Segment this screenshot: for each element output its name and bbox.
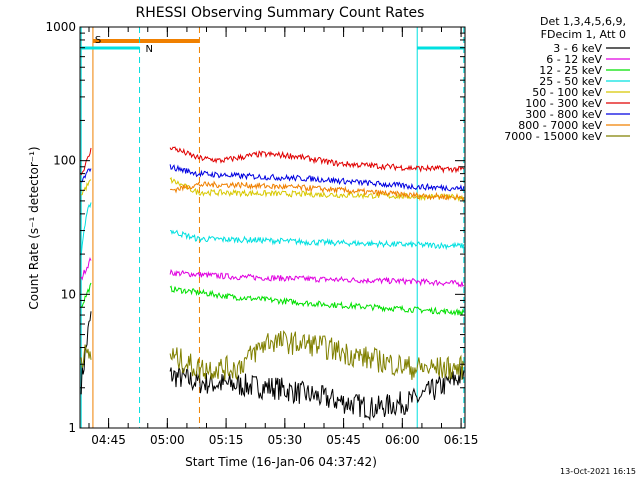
chart-title: RHESSI Observing Summary Count Rates xyxy=(136,5,425,21)
y-tick-label: 1000 xyxy=(45,20,76,34)
legend: Det 1,3,4,5,6,9, FDecim 1, Att 0 3 - 6 k… xyxy=(504,15,630,143)
series-line-6-12-kev xyxy=(80,256,92,281)
y-tick-label: 10 xyxy=(61,287,76,301)
x-tick-label: 05:00 xyxy=(150,433,185,447)
series-line-3-6-kev xyxy=(169,365,465,422)
x-tick-label: 04:45 xyxy=(91,433,126,447)
legend-label-25-50-kev: 25 - 50 keV xyxy=(539,75,602,88)
legend-header-line-1: Det 1,3,4,5,6,9, xyxy=(540,15,626,28)
x-tick-label: 06:15 xyxy=(444,433,479,447)
legend-label-300-800-kev: 300 - 800 keV xyxy=(525,108,602,121)
legend-label-6-12-kev: 6 - 12 keV xyxy=(546,53,602,66)
series-line-50-100-kev xyxy=(169,176,465,202)
legend-label-12-25-kev: 12 - 25 keV xyxy=(539,64,602,77)
x-tick-label: 05:15 xyxy=(209,433,244,447)
y-tick-label: 1 xyxy=(68,421,76,435)
x-tick-label: 05:45 xyxy=(326,433,361,447)
legend-label-7000-15000-kev: 7000 - 15000 keV xyxy=(504,130,602,143)
series-line-12-25-kev xyxy=(81,282,92,308)
series-line-50-100-kev xyxy=(81,179,92,196)
series-line-7000-15000-kev xyxy=(80,344,92,369)
legend-label-800-7000-kev: 800 - 7000 keV xyxy=(518,119,602,132)
legend-header-line-2: FDecim 1, Att 0 xyxy=(541,28,626,41)
legend-label-100-300-kev: 100 - 300 keV xyxy=(525,97,602,110)
series-line-800-7000-kev xyxy=(169,180,465,202)
series-line-12-25-kev xyxy=(169,285,465,317)
series-line-100-300-kev xyxy=(169,146,465,174)
x-axis-label: Start Time (16-Jan-06 04:37:42) xyxy=(185,455,377,469)
x-tick-label: 06:00 xyxy=(385,433,420,447)
legend-label-3-6-kev: 3 - 6 keV xyxy=(553,42,602,55)
annotation-label-N: N xyxy=(146,44,153,55)
series-line-300-800-kev xyxy=(169,164,465,192)
timestamp: 13-Oct-2021 16:15 xyxy=(560,467,636,476)
annotation-label-S: S xyxy=(95,35,101,46)
x-tick-label: 05:30 xyxy=(268,433,303,447)
series-line-25-50-kev xyxy=(170,229,465,251)
y-axis-label: Count Rate (s⁻¹ detector⁻¹) xyxy=(27,146,41,309)
series-line-300-800-kev xyxy=(81,168,92,183)
series-line-6-12-kev xyxy=(169,268,465,288)
series-line-25-50-kev xyxy=(80,202,92,256)
y-tick-label: 100 xyxy=(53,154,76,168)
legend-label-50-100-kev: 50 - 100 keV xyxy=(532,86,602,99)
plot-frame xyxy=(79,26,466,429)
series-line-7000-15000-kev xyxy=(169,330,465,380)
